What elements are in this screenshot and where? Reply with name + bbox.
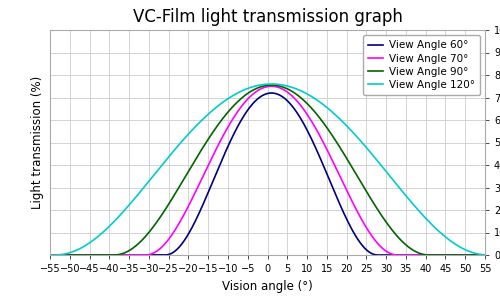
Legend: View Angle 60°, View Angle 70°, View Angle 90°, View Angle 120°: View Angle 60°, View Angle 70°, View Ang… bbox=[362, 35, 480, 95]
Line: View Angle 60°: View Angle 60° bbox=[50, 93, 485, 255]
View Angle 70° bbox=[268, 85, 274, 88]
View Angle 90° bbox=[470, 253, 476, 257]
Y-axis label: Light transmission (%): Light transmission (%) bbox=[32, 76, 44, 209]
Line: View Angle 90°: View Angle 90° bbox=[50, 85, 485, 255]
Title: VC-Film light transmission graph: VC-Film light transmission graph bbox=[132, 8, 402, 26]
View Angle 70° bbox=[482, 253, 488, 257]
View Angle 90° bbox=[470, 253, 476, 257]
View Angle 90° bbox=[247, 90, 253, 94]
View Angle 90° bbox=[482, 253, 488, 257]
View Angle 90° bbox=[258, 85, 264, 88]
View Angle 70° bbox=[390, 253, 396, 256]
View Angle 120° bbox=[470, 251, 476, 254]
Line: View Angle 70°: View Angle 70° bbox=[50, 86, 485, 255]
View Angle 60° bbox=[268, 91, 274, 95]
View Angle 120° bbox=[470, 251, 476, 254]
View Angle 70° bbox=[470, 253, 476, 257]
Line: View Angle 120°: View Angle 120° bbox=[50, 84, 485, 255]
View Angle 70° bbox=[470, 253, 476, 257]
View Angle 70° bbox=[247, 95, 253, 99]
View Angle 120° bbox=[47, 253, 53, 257]
View Angle 60° bbox=[390, 253, 396, 257]
View Angle 60° bbox=[470, 253, 476, 257]
View Angle 120° bbox=[258, 83, 264, 87]
View Angle 120° bbox=[390, 178, 396, 181]
View Angle 120° bbox=[69, 250, 75, 254]
View Angle 60° bbox=[247, 105, 253, 109]
X-axis label: Vision angle (°): Vision angle (°) bbox=[222, 280, 313, 292]
View Angle 60° bbox=[482, 253, 488, 257]
View Angle 90° bbox=[390, 229, 396, 232]
View Angle 70° bbox=[258, 87, 264, 90]
View Angle 60° bbox=[47, 253, 53, 257]
View Angle 90° bbox=[69, 253, 75, 257]
View Angle 120° bbox=[268, 82, 274, 86]
View Angle 120° bbox=[247, 86, 253, 89]
View Angle 60° bbox=[69, 253, 75, 257]
View Angle 90° bbox=[268, 83, 274, 87]
View Angle 70° bbox=[47, 253, 53, 257]
View Angle 90° bbox=[47, 253, 53, 257]
View Angle 60° bbox=[258, 94, 264, 98]
View Angle 60° bbox=[470, 253, 476, 257]
View Angle 120° bbox=[482, 253, 488, 257]
View Angle 70° bbox=[69, 253, 75, 257]
